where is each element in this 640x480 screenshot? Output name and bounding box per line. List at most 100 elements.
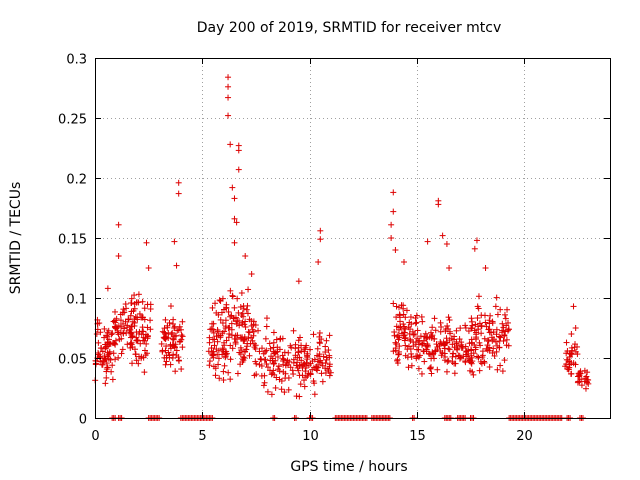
data-point — [401, 337, 408, 344]
data-point — [397, 318, 404, 325]
data-point — [179, 318, 186, 325]
data-point — [475, 305, 482, 312]
data-point — [104, 285, 111, 292]
data-point — [251, 344, 258, 351]
data-point — [407, 337, 414, 344]
data-point — [237, 344, 244, 351]
data-point — [327, 369, 334, 376]
data-point — [121, 325, 128, 332]
data-point — [390, 300, 397, 307]
data-point — [111, 340, 118, 347]
data-point — [388, 221, 395, 228]
data-point — [288, 344, 295, 351]
data-point — [325, 347, 332, 354]
data-point — [143, 239, 150, 246]
data-point — [242, 318, 249, 325]
data-point — [231, 215, 238, 222]
data-point — [212, 372, 219, 379]
data-point — [213, 346, 220, 353]
data-point — [301, 361, 308, 368]
data-point — [208, 345, 215, 352]
data-point — [426, 365, 433, 372]
data-point — [161, 329, 168, 336]
data-point — [393, 314, 400, 321]
data-point — [102, 356, 109, 363]
data-point — [443, 241, 450, 247]
data-point — [280, 356, 287, 363]
data-point — [471, 341, 478, 348]
data-point — [233, 219, 240, 226]
data-point — [488, 329, 495, 336]
data-point — [287, 364, 294, 371]
data-point — [577, 368, 584, 375]
data-point — [478, 323, 485, 330]
data-point — [479, 354, 486, 361]
data-point — [93, 331, 100, 338]
data-point — [168, 331, 175, 338]
y-tick-labels: 0 0.05 0.1 0.15 0.2 0.25 0.3 — [58, 53, 87, 428]
data-point — [210, 354, 217, 361]
data-point — [107, 356, 114, 363]
data-point — [222, 317, 229, 324]
data-point — [220, 377, 227, 384]
data-point — [245, 286, 252, 293]
data-point — [241, 348, 248, 355]
data-point — [478, 330, 485, 337]
data-point — [136, 330, 143, 337]
data-point — [262, 335, 269, 342]
y-tick-label: 0.25 — [58, 113, 87, 128]
data-point — [305, 370, 312, 377]
data-point — [502, 328, 509, 335]
data-point — [278, 386, 285, 393]
data-point — [176, 338, 183, 345]
data-point — [235, 147, 242, 154]
data-point — [407, 314, 414, 321]
data-point — [282, 375, 289, 382]
data-point — [139, 314, 146, 321]
y-tick-label: 0.15 — [58, 233, 87, 248]
data-point — [220, 368, 227, 375]
data-point — [396, 326, 403, 333]
data-point — [271, 371, 278, 378]
data-point — [284, 357, 291, 364]
data-point — [413, 319, 420, 326]
data-point — [462, 349, 469, 356]
data-point — [408, 353, 415, 360]
data-point — [176, 323, 183, 330]
data-point — [576, 372, 583, 379]
data-point — [231, 239, 238, 246]
data-point — [414, 327, 421, 334]
data-point — [251, 372, 258, 379]
data-point — [473, 329, 480, 336]
data-point — [468, 315, 475, 322]
data-point — [582, 385, 589, 392]
data-point — [447, 330, 454, 337]
data-point — [139, 328, 146, 335]
data-point — [563, 350, 570, 357]
data-point — [465, 328, 472, 335]
data-point — [470, 350, 477, 357]
data-point — [173, 352, 180, 359]
data-point — [125, 316, 132, 323]
data-point — [279, 352, 286, 359]
data-point — [280, 368, 287, 375]
data-point — [231, 195, 238, 202]
data-point — [252, 322, 259, 329]
data-point — [322, 349, 329, 356]
data-point — [406, 330, 413, 337]
data-point — [446, 265, 453, 271]
data-point — [477, 342, 484, 349]
data-point — [101, 325, 108, 332]
data-point — [228, 326, 235, 333]
data-point — [568, 350, 575, 357]
data-point — [427, 364, 434, 371]
data-point — [252, 358, 259, 365]
data-point — [124, 341, 131, 348]
data-point — [423, 348, 430, 355]
data-point — [132, 351, 139, 358]
grid — [95, 58, 610, 418]
data-point — [132, 346, 139, 353]
data-point — [237, 361, 244, 368]
data-point — [210, 348, 217, 355]
data-point — [216, 375, 223, 382]
